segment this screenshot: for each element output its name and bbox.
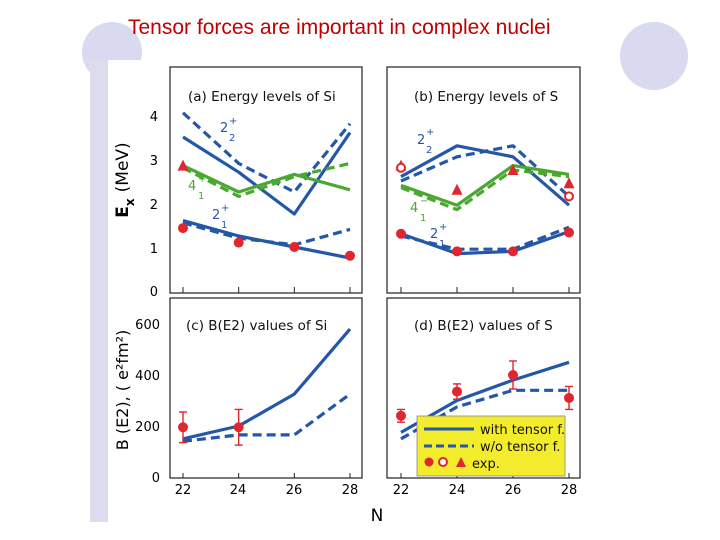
panel-a-frame <box>169 66 363 294</box>
exp-point-b-7 <box>563 177 575 189</box>
exp-point-b-3 <box>451 183 463 195</box>
decorative-circle-right <box>620 22 688 90</box>
legend-exp-triangle <box>456 457 466 467</box>
series-a-2 <box>182 164 351 194</box>
level-b2-sub: 1 <box>420 213 426 224</box>
exp-point-b-1 <box>396 162 406 173</box>
xtick-c-28: 28 <box>342 483 359 498</box>
series-c-0 <box>182 328 352 441</box>
xtick-c-26: 26 <box>286 483 303 498</box>
ytick-energy-0: 0 <box>150 285 158 300</box>
level-label-a-4plus1: 4 + 1 <box>188 174 206 202</box>
panel-d-frame <box>386 297 581 479</box>
level-label-a-2plus2: 2 + 2 <box>220 116 237 144</box>
exp-point-b-9 <box>564 227 574 238</box>
exp-point-a-1 <box>178 223 188 234</box>
exp-point-d-0 <box>396 410 406 421</box>
ytick-be2-600: 600 <box>135 318 160 333</box>
xtick-d-26: 26 <box>505 483 522 498</box>
level-b3-state: 2 <box>430 227 438 242</box>
ytick-energy-2: 2 <box>150 198 158 213</box>
panel-c-title: (c) B(E2) values of Si <box>186 318 327 334</box>
exp-point-b-4 <box>452 246 462 257</box>
y-axis-title-energy-sub: x <box>123 198 137 206</box>
series-c-1 <box>182 392 351 443</box>
y-axis-title-energy-main: E <box>113 206 133 218</box>
level-label-b-2plus1: 2 + 1 <box>430 222 447 250</box>
legend: with tensor f. w/o tensor f. exp. <box>416 415 566 477</box>
x-axis-title: N <box>371 506 384 526</box>
y-axis-title-energy: Ex (MeV) <box>113 142 137 217</box>
decorative-vertical-strip <box>90 60 108 522</box>
xtick-d-22: 22 <box>393 483 410 498</box>
exp-point-c-0 <box>178 422 188 433</box>
y-axis-title-be2: B (E2), ( e²fm²) <box>113 330 132 450</box>
panel-c-frame <box>169 297 363 479</box>
level-b2-state: 4 <box>410 201 418 216</box>
exp-point-a-2 <box>233 237 244 248</box>
exp-point-d-3 <box>564 392 574 403</box>
series-b-2 <box>400 164 570 207</box>
xtick-d-28: 28 <box>561 483 578 498</box>
level-b1-sub: 2 <box>426 145 432 156</box>
exp-point-d-2 <box>508 370 518 380</box>
level-a3-sup: + <box>221 203 229 214</box>
level-b1-state: 2 <box>417 133 425 148</box>
series-a-0 <box>182 131 352 216</box>
level-b3-sub: 1 <box>439 239 445 250</box>
series-a-3 <box>182 161 351 198</box>
exp-point-d-1 <box>452 386 462 397</box>
exp-point-c-1 <box>233 422 244 433</box>
exp-point-a-3 <box>289 242 300 252</box>
series-b-3 <box>400 168 570 212</box>
level-a1-sup: + <box>229 116 237 127</box>
exp-point-b-2 <box>396 228 406 239</box>
legend-exp-open-circle <box>438 457 448 467</box>
level-a3-state: 2 <box>212 208 220 223</box>
exp-point-b-8 <box>564 191 574 202</box>
level-label-b-4minus1: 4 − 1 <box>410 196 428 224</box>
y-axis-title-energy-unit: (MeV) <box>113 142 133 192</box>
exp-point-b-6 <box>508 246 518 257</box>
level-a2-state: 4 <box>188 179 196 194</box>
panel-b-frame <box>386 66 581 294</box>
ytick-be2-200: 200 <box>135 420 160 435</box>
level-b2-sup: − <box>420 196 428 207</box>
level-b3-sup: + <box>439 222 447 233</box>
series-a-5 <box>182 221 351 247</box>
level-a3-sub: 1 <box>221 220 227 231</box>
slide-title: Tensor forces are important in complex n… <box>128 16 551 39</box>
legend-exp: exp. <box>472 457 500 472</box>
ytick-energy-3: 3 <box>150 154 158 169</box>
level-a2-sup: + <box>198 174 206 185</box>
svg-text:Ex(MeV): Ex (MeV) <box>113 142 137 217</box>
exp-point-a-0 <box>177 159 189 171</box>
panel-a-title: (a) Energy levels of Si <box>188 89 336 105</box>
level-b1-sup: + <box>426 127 434 138</box>
level-a2-sub: 1 <box>198 191 204 202</box>
series-b-5 <box>400 225 570 251</box>
exp-point-a-4 <box>345 250 355 261</box>
ytick-be2-0: 0 <box>152 471 160 486</box>
xtick-c-24: 24 <box>230 483 247 498</box>
legend-without-tensor: w/o tensor f. <box>480 440 560 455</box>
level-a1-state: 2 <box>220 121 228 136</box>
level-label-b-2plus2: 2 + 2 <box>417 127 434 156</box>
exp-point-b-5 <box>507 164 519 175</box>
panel-b-title: (b) Energy levels of S <box>414 89 558 105</box>
legend-exp-circle <box>424 457 434 467</box>
series-a-1 <box>181 111 352 194</box>
legend-with-tensor: with tensor f. <box>480 423 565 438</box>
ytick-energy-1: 1 <box>150 242 158 257</box>
ytick-be2-400: 400 <box>135 369 160 384</box>
panel-d-title: (d) B(E2) values of S <box>414 318 553 334</box>
ytick-energy-4: 4 <box>150 110 158 125</box>
xtick-d-24: 24 <box>449 483 466 498</box>
level-label-a-2plus1: 2 + 1 <box>212 203 229 231</box>
level-a1-sub: 2 <box>229 133 235 144</box>
xtick-c-22: 22 <box>175 483 192 498</box>
